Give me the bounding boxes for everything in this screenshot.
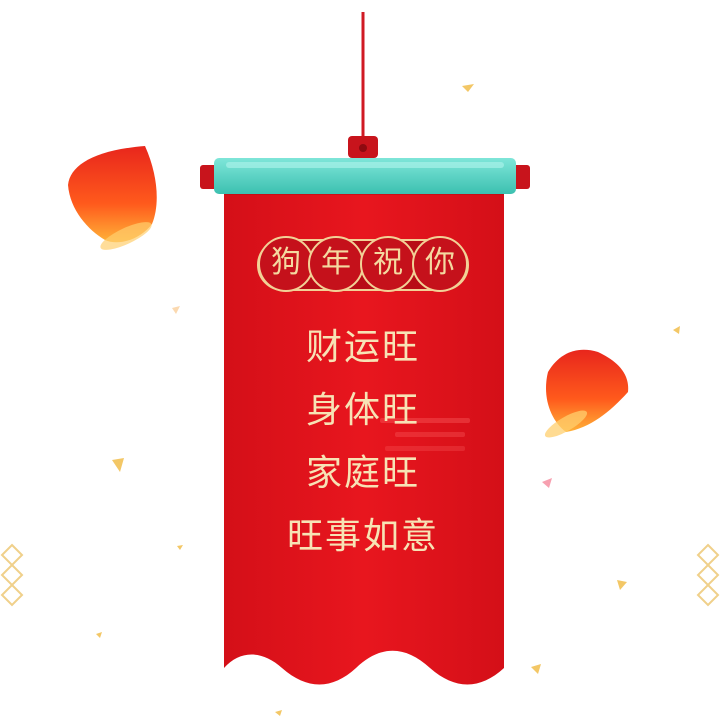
badge-char-2: 年 bbox=[321, 245, 351, 280]
diamond-ornament-icon bbox=[696, 543, 720, 607]
badge-char-4: 你 bbox=[425, 245, 455, 280]
header-badge bbox=[257, 236, 469, 292]
confetti-icon bbox=[96, 84, 680, 716]
banner-body bbox=[224, 185, 504, 685]
badge-char-1: 狗 bbox=[271, 245, 301, 280]
blessing-line-4: 旺事如意 bbox=[286, 516, 439, 557]
sky-lantern-icon bbox=[544, 349, 629, 438]
blessing-line-3: 家庭旺 bbox=[305, 453, 420, 494]
sky-lantern-icon bbox=[68, 146, 157, 250]
diamond-ornament-icon bbox=[0, 543, 24, 607]
blessing-line-1: 财运旺 bbox=[305, 327, 420, 368]
badge-char-3: 祝 bbox=[373, 245, 403, 280]
blessing-line-2: 身体旺 bbox=[305, 390, 420, 431]
